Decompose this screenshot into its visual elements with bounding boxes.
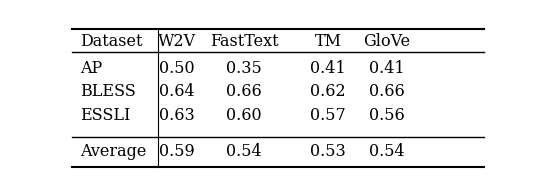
Text: 0.60: 0.60 xyxy=(227,107,262,124)
Text: 0.57: 0.57 xyxy=(311,107,346,124)
Text: 0.35: 0.35 xyxy=(227,60,262,77)
Text: 0.53: 0.53 xyxy=(311,143,346,160)
Text: W2V: W2V xyxy=(158,33,196,50)
Text: 0.56: 0.56 xyxy=(369,107,405,124)
Text: 0.66: 0.66 xyxy=(369,83,405,100)
Text: Dataset: Dataset xyxy=(80,33,143,50)
Text: 0.50: 0.50 xyxy=(159,60,195,77)
Text: 0.54: 0.54 xyxy=(369,143,405,160)
Text: 0.62: 0.62 xyxy=(311,83,346,100)
Text: 0.59: 0.59 xyxy=(159,143,195,160)
Text: FastText: FastText xyxy=(210,33,279,50)
Text: 0.64: 0.64 xyxy=(159,83,195,100)
Text: 0.63: 0.63 xyxy=(159,107,195,124)
Text: ESSLI: ESSLI xyxy=(80,107,131,124)
Text: TM: TM xyxy=(315,33,341,50)
Text: 0.54: 0.54 xyxy=(227,143,262,160)
Text: AP: AP xyxy=(80,60,102,77)
Text: 0.66: 0.66 xyxy=(227,83,262,100)
Text: GloVe: GloVe xyxy=(364,33,410,50)
Text: BLESS: BLESS xyxy=(80,83,136,100)
Text: 0.41: 0.41 xyxy=(369,60,405,77)
Text: 0.41: 0.41 xyxy=(311,60,346,77)
Text: Average: Average xyxy=(80,143,147,160)
